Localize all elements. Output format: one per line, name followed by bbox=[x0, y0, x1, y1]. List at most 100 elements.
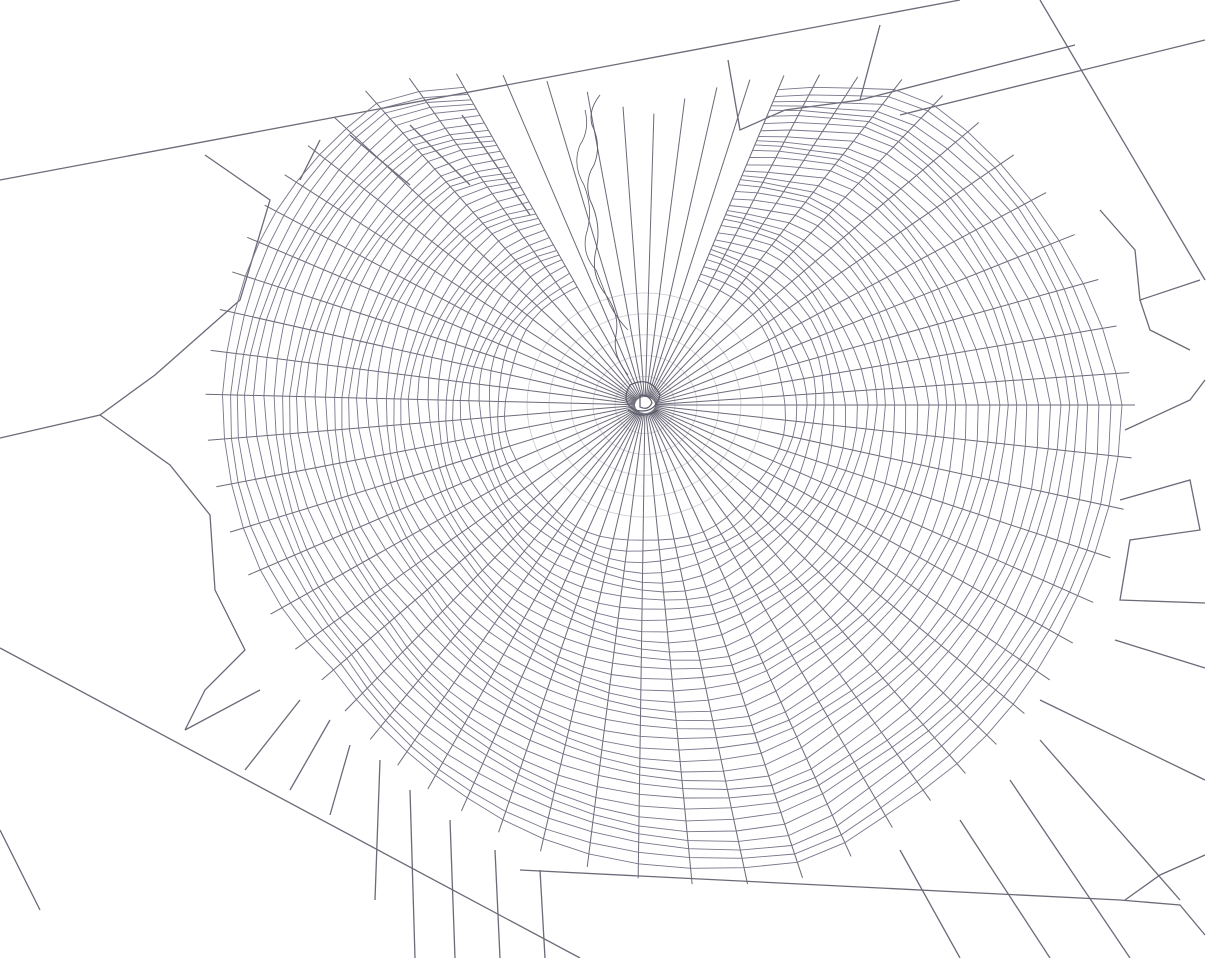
spiral-turn bbox=[244, 103, 1089, 842]
spiral-turn bbox=[775, 94, 1112, 406]
radial-thread bbox=[654, 407, 1111, 559]
right-bump-thread bbox=[1124, 379, 1206, 431]
spiral-turn bbox=[314, 150, 1009, 763]
spiral-turn bbox=[407, 217, 896, 653]
top-bridge-thread bbox=[0, 0, 961, 181]
bottom-frame-radial bbox=[899, 849, 961, 958]
spiral-turn bbox=[760, 129, 1051, 406]
radial-thread bbox=[648, 75, 785, 398]
radial-thread bbox=[650, 79, 903, 399]
spiral-turn bbox=[766, 115, 1071, 406]
radial-threads bbox=[205, 73, 1135, 885]
left-frame-radial bbox=[184, 689, 261, 731]
left-frame-radial bbox=[289, 719, 331, 791]
spiral-turn bbox=[735, 190, 940, 406]
spiral-turn bbox=[725, 214, 896, 406]
right-long-anchor-2 bbox=[1039, 699, 1206, 781]
spiral-turn bbox=[253, 108, 1079, 833]
left-frame-radial bbox=[244, 699, 301, 771]
radial-thread bbox=[654, 234, 1075, 403]
spiral-turn bbox=[263, 114, 1071, 822]
spiral-turn bbox=[772, 100, 1100, 406]
spiral-turn bbox=[712, 244, 846, 406]
spiral-turn bbox=[746, 164, 991, 406]
radial-thread bbox=[210, 349, 636, 405]
radial-thread bbox=[653, 192, 1047, 402]
hub-ring bbox=[592, 355, 698, 455]
hub-ring bbox=[526, 292, 764, 518]
spiral-turn bbox=[459, 254, 835, 593]
radial-thread bbox=[653, 407, 1094, 603]
right-mid-frame bbox=[1139, 299, 1191, 351]
radial-thread bbox=[284, 174, 637, 402]
spiral-turn bbox=[777, 86, 1123, 406]
spiral-turn bbox=[400, 213, 907, 661]
radial-thread bbox=[651, 410, 966, 774]
spiral-turn bbox=[417, 222, 886, 644]
radial-thread bbox=[502, 75, 642, 398]
radial-thread bbox=[644, 113, 655, 398]
right-long-anchor bbox=[1114, 639, 1206, 669]
radial-thread bbox=[652, 409, 1051, 681]
radial-thread bbox=[205, 393, 636, 406]
radial-thread bbox=[232, 271, 636, 403]
spiral-turn bbox=[445, 244, 858, 610]
spiral-turn bbox=[427, 229, 878, 633]
radial-thread bbox=[307, 145, 638, 401]
bottom-frame-radial bbox=[409, 789, 416, 958]
radial-thread bbox=[334, 117, 639, 400]
bottom-frame-radial bbox=[539, 869, 546, 958]
spiral-turn bbox=[376, 193, 940, 692]
spiral-turn bbox=[497, 280, 798, 552]
hub-ring bbox=[570, 334, 720, 476]
radial-thread bbox=[397, 411, 640, 766]
radial-thread bbox=[408, 77, 640, 399]
radial-thread bbox=[649, 74, 820, 399]
radial-thread bbox=[460, 412, 642, 812]
radial-thread bbox=[344, 410, 639, 712]
spiral-turn bbox=[478, 265, 817, 574]
spiral-turn bbox=[720, 224, 878, 406]
spiral-turn bbox=[356, 181, 957, 713]
bottom-frame-radial bbox=[449, 819, 456, 958]
spiral-turn bbox=[749, 157, 1001, 406]
right-anchor-thread bbox=[859, 44, 1076, 101]
spiral-turn bbox=[741, 175, 967, 406]
spiral-turn bbox=[437, 237, 869, 622]
frame-radial bbox=[409, 124, 471, 186]
bottom-frame-radial bbox=[374, 759, 381, 901]
radial-thread bbox=[270, 408, 637, 615]
spiral-turn bbox=[763, 121, 1062, 406]
radial-thread bbox=[645, 412, 693, 885]
lower-right-frame bbox=[1124, 854, 1206, 901]
radial-thread bbox=[264, 204, 637, 402]
spiral-turn bbox=[752, 149, 1009, 406]
radial-thread bbox=[321, 409, 638, 681]
lower-right-corner bbox=[1119, 899, 1206, 936]
spiral-turn bbox=[710, 248, 835, 406]
hub-debris-trail bbox=[587, 94, 629, 376]
spiral-turn bbox=[488, 272, 808, 564]
radial-thread bbox=[637, 412, 646, 879]
spiral-turn bbox=[230, 93, 1112, 859]
lower-left-anchor-thread bbox=[0, 647, 581, 958]
radial-thread bbox=[622, 106, 645, 398]
right-anchor-thread-2 bbox=[899, 39, 1206, 116]
left-frame-radial bbox=[329, 744, 351, 816]
upper-left-frame-thread bbox=[0, 154, 271, 439]
spiral-turn bbox=[758, 136, 1039, 406]
spiral-turn bbox=[743, 170, 979, 406]
capture-spiral bbox=[222, 86, 1123, 869]
spiral-turn bbox=[334, 165, 991, 740]
hub-ring bbox=[614, 376, 676, 434]
spiral-turn bbox=[726, 209, 907, 406]
radial-thread bbox=[586, 412, 645, 868]
spiral-turn bbox=[723, 218, 886, 406]
spiral-turn bbox=[729, 205, 919, 406]
spiral-turn bbox=[700, 273, 798, 406]
radial-thread bbox=[652, 409, 1025, 714]
spiral-turn bbox=[452, 249, 847, 601]
radial-thread bbox=[427, 411, 641, 790]
